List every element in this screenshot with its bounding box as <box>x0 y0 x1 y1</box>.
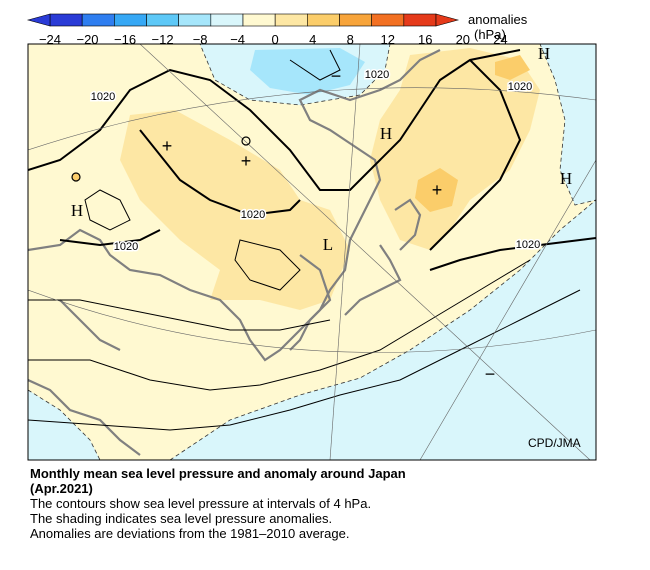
low-pressure-marker: L <box>323 235 333 254</box>
contour-label: 1020 <box>114 241 138 253</box>
credit-label: CPD/JMA <box>528 436 581 450</box>
contour-label: 1020 <box>516 239 540 251</box>
colorbar-tick-label: −8 <box>193 32 208 47</box>
colorbar-tick-label: −16 <box>114 32 136 47</box>
colorbar-tick-label: −12 <box>152 32 174 47</box>
colorbar-tick-label: 20 <box>456 32 470 47</box>
high-pressure-marker: H <box>560 169 572 188</box>
local-extremum-circle <box>71 172 81 182</box>
strong-positive-anomaly-core <box>415 168 458 212</box>
high-pressure-marker: H <box>380 124 392 143</box>
positive-anomaly-marker: + <box>432 180 443 200</box>
caption-title: Monthly mean sea level pressure and anom… <box>30 466 406 481</box>
colorbar-tick-label: 0 <box>272 32 279 47</box>
pressure-anomaly-map: 1020 1020 1020 1020 1020 1020 H H H H L … <box>27 43 597 461</box>
anomaly-colorbar: −24 −20 −16 −12 −8 −4 0 4 8 12 16 20 24 <box>26 13 508 47</box>
colorbar-right-arrow <box>435 13 460 27</box>
colorbar-title: anomalies (hPa) <box>468 12 527 42</box>
colorbar-title-line2: (hPa) <box>474 27 506 42</box>
caption-date: (Apr.2021) <box>30 481 93 496</box>
positive-anomaly-patch-top <box>495 55 530 80</box>
colorbar-tick-label: 4 <box>309 32 316 47</box>
caption-line-3: Anomalies are deviations from the 1981–2… <box>30 526 350 541</box>
positive-anomaly-marker: + <box>162 136 173 156</box>
positive-anomaly-region-northeast <box>370 48 540 250</box>
colorbar-tick-label: 12 <box>381 32 395 47</box>
caption-line-2: The shading indicates sea level pressure… <box>30 511 333 526</box>
contour-label: 1020 <box>91 91 115 103</box>
colorbar-title-line1: anomalies <box>468 12 528 27</box>
map-frame <box>27 43 597 461</box>
negative-anomaly-marker: − <box>331 66 342 86</box>
colorbar-left-arrow <box>26 13 51 27</box>
colorbar-tick-label: 24 <box>493 32 507 47</box>
negative-anomaly-region-southeast <box>169 199 596 460</box>
colorbar-tick-label: 8 <box>347 32 354 47</box>
contour-label: 1020 <box>365 69 389 81</box>
negative-anomaly-region-west <box>28 389 101 460</box>
pressure-contours <box>28 49 596 431</box>
colorbar-tick-label: −24 <box>39 32 61 47</box>
contour-label: 1020 <box>241 209 265 221</box>
figure-caption: Monthly mean sea level pressure and anom… <box>30 466 630 541</box>
contour-label: 1020 <box>508 81 532 93</box>
high-pressure-marker: H <box>538 44 550 63</box>
graticule <box>28 44 596 460</box>
negative-anomaly-marker: − <box>485 364 496 384</box>
positive-anomaly-marker: + <box>241 151 252 171</box>
colorbar-tick-label: −4 <box>230 32 245 47</box>
negative-anomaly-region-east <box>539 44 596 206</box>
coastlines <box>28 49 441 456</box>
local-extremum-circle <box>241 136 251 146</box>
caption-line-1: The contours show sea level pressure at … <box>30 496 372 511</box>
colorbar-tick-label: 16 <box>418 32 432 47</box>
high-pressure-marker: H <box>71 201 83 220</box>
colorbar-tick-label: −20 <box>76 32 98 47</box>
